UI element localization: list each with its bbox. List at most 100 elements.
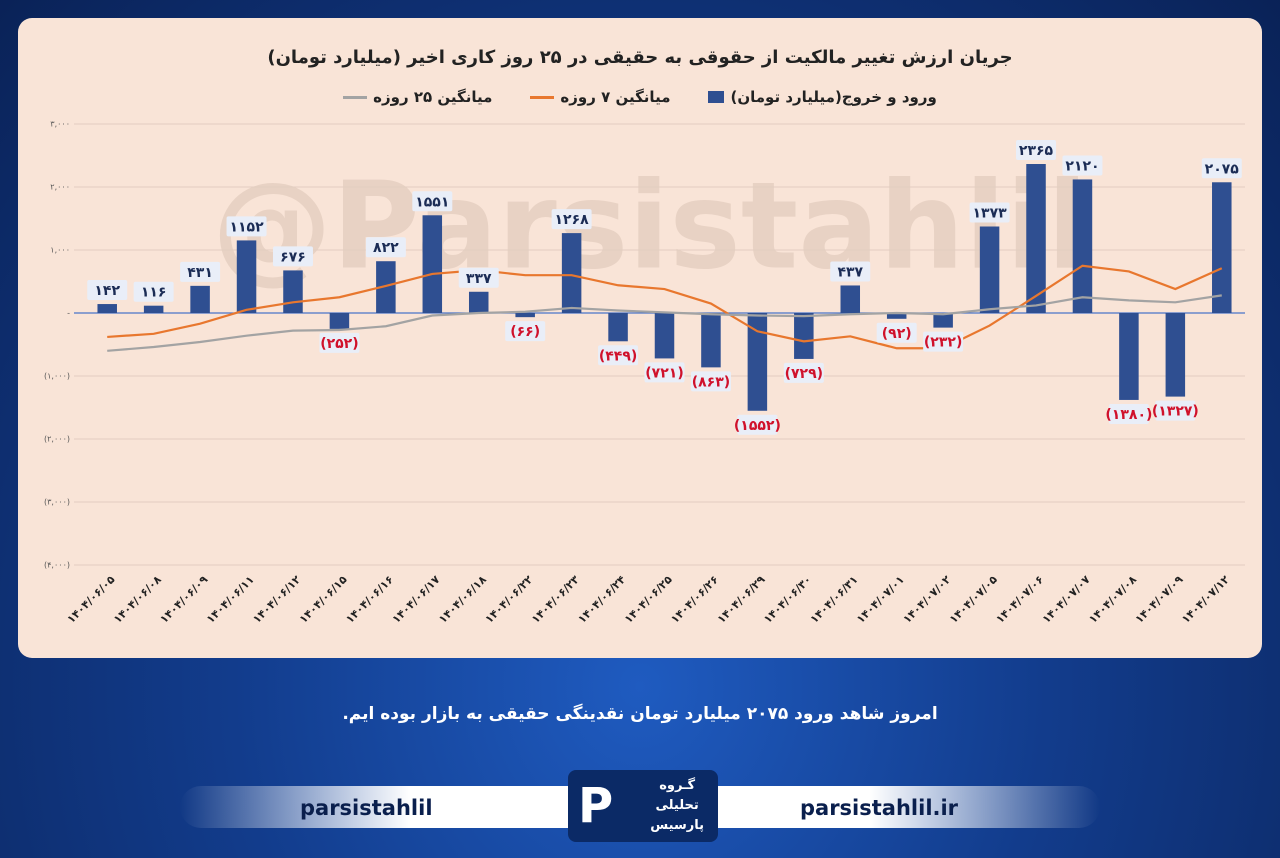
legend-label: ورود و خروج(میلیارد تومان)	[730, 88, 937, 106]
x-tick-label: ۱۴۰۴/۰۷/۰۷	[1040, 573, 1093, 626]
legend-label: میانگین ۲۵ روزه	[373, 88, 493, 106]
data-label: (۲۳۲)	[924, 335, 962, 351]
watermark: @Parsistahlil	[212, 158, 1088, 297]
x-tick-label: ۱۴۰۴/۰۶/۱۵	[297, 573, 350, 626]
data-label: (۱۵۵۲)	[734, 418, 781, 434]
logo-line: گـروه	[659, 778, 696, 793]
bar	[840, 285, 861, 313]
x-tick-label: ۱۴۰۴/۰۶/۳۱	[808, 573, 861, 626]
label-box	[1155, 400, 1196, 421]
data-label: (۹۲)	[882, 326, 912, 342]
x-tick-label: ۱۴۰۴/۰۶/۰۹	[157, 573, 210, 626]
x-tick-label: ۱۴۰۴/۰۶/۰۸	[111, 573, 164, 626]
label-box	[876, 322, 917, 343]
x-tick-label: ۱۴۰۴/۰۷/۰۸	[1086, 573, 1139, 626]
line	[107, 264, 1223, 350]
y-tick-label: (۱,۰۰۰)	[44, 372, 70, 381]
data-label: ۲۰۷۵	[1205, 161, 1240, 177]
label-box	[830, 261, 871, 282]
label-box	[87, 280, 128, 301]
label-box	[1108, 403, 1149, 424]
legend-item: ورود و خروج(میلیارد تومان)	[708, 88, 937, 106]
data-label: (۴۴۹)	[599, 348, 637, 364]
bar	[979, 226, 1000, 313]
bar	[190, 285, 210, 313]
label-box	[458, 267, 499, 288]
x-tick-label: ۱۴۰۴/۰۶/۱۸	[436, 573, 489, 626]
chart-title: جریان ارزش تغییر مالکیت از حقوقی به حقیق…	[267, 47, 1012, 68]
logo-text: گـروه تحلیلی پارسیس	[650, 776, 704, 836]
x-tick-label: ۱۴۰۴/۰۶/۱۱	[204, 573, 257, 626]
x-tick-label: ۱۴۰۴/۰۷/۰۵	[947, 573, 1000, 626]
legend-swatch	[708, 91, 725, 103]
bar	[886, 313, 907, 319]
y-tick-label: ۳,۰۰۰	[50, 120, 70, 129]
bar	[283, 270, 303, 313]
legend-item: میانگین ۷ روزه	[530, 88, 670, 106]
legend-item: میانگین ۲۵ روزه	[343, 88, 492, 106]
y-tick-label: (۲,۰۰۰)	[44, 435, 70, 444]
label-box	[690, 371, 731, 392]
data-label: ۶۷۶	[280, 249, 306, 265]
data-label: ۳۳۷	[466, 271, 492, 287]
bar	[515, 313, 535, 318]
label-box	[319, 332, 360, 353]
x-tick-label: ۱۴۰۴/۰۶/۲۶	[668, 573, 721, 626]
data-label: ۱۱۵۲	[229, 219, 264, 235]
legend: ورود و خروج(میلیارد تومان) میانگین ۷ روزه…	[0, 88, 1280, 106]
data-label: (۱۳۲۷)	[1152, 404, 1199, 420]
data-label: ۱۳۷۳	[972, 206, 1007, 222]
bar	[329, 313, 350, 329]
x-tick-label: ۱۴۰۴/۰۷/۰۶	[993, 573, 1046, 626]
label-box	[412, 191, 453, 212]
logo-line: پارسیس	[650, 818, 704, 833]
data-label: ۱۱۶	[141, 285, 167, 301]
data-label: ۴۳۱	[187, 265, 213, 281]
label-box	[923, 331, 964, 352]
bar	[97, 304, 117, 313]
bar	[561, 233, 582, 313]
website: parsistahlil.ir	[800, 796, 959, 820]
bar	[1119, 313, 1139, 400]
x-tick-label: ۱۴۰۴/۰۶/۱۲	[250, 573, 303, 626]
data-label: (۱۳۸۰)	[1105, 407, 1152, 423]
bar	[747, 313, 768, 411]
x-tick-label: ۱۴۰۴/۰۶/۲۹	[715, 573, 768, 626]
x-tick-label: ۱۴۰۴/۰۶/۲۲	[483, 573, 536, 626]
bar	[422, 215, 443, 313]
bar	[143, 305, 164, 313]
x-tick-label: ۱۴۰۴/۰۷/۰۲	[901, 573, 954, 626]
y-tick-label: -	[67, 309, 70, 318]
data-label: (۲۵۲)	[320, 336, 358, 352]
data-label: (۶۶)	[510, 324, 540, 340]
data-label: (۸۶۳)	[692, 374, 730, 390]
y-tick-label: ۲,۰۰۰	[50, 183, 70, 192]
label-box	[226, 216, 267, 237]
data-label: ۱۵۵۱	[415, 194, 449, 210]
data-label: ۲۳۶۵	[1019, 143, 1054, 159]
label-box	[133, 281, 174, 302]
data-label: (۷۲۱)	[645, 365, 683, 381]
logo: P گـروه تحلیلی پارسیس	[568, 770, 718, 842]
x-tick-label: ۱۴۰۴/۰۶/۱۷	[390, 573, 443, 626]
data-label: ۴۳۷	[837, 264, 863, 280]
label-box	[1062, 155, 1103, 176]
x-tick-label: ۱۴۰۴/۰۶/۳۰	[761, 573, 814, 626]
bar	[376, 261, 396, 313]
label-box	[644, 362, 685, 383]
line	[107, 294, 1222, 352]
x-tick-label: ۱۴۰۴/۰۶/۰۵	[65, 573, 118, 626]
label-box	[180, 261, 221, 282]
bar	[1212, 182, 1232, 313]
y-tick-label: (۳,۰۰۰)	[44, 498, 70, 507]
data-label: ۸۲۲	[373, 240, 399, 256]
y-tick-label: ۱,۰۰۰	[50, 246, 70, 255]
label-box	[598, 345, 639, 366]
legend-swatch	[343, 95, 368, 99]
x-tick-label: ۱۴۰۴/۰۶/۱۶	[343, 573, 396, 626]
bar	[701, 313, 721, 368]
legend-swatch	[530, 95, 555, 99]
caption: امروز شاهد ورود ۲۰۷۵ میلیارد تومان نقدین…	[342, 704, 938, 724]
